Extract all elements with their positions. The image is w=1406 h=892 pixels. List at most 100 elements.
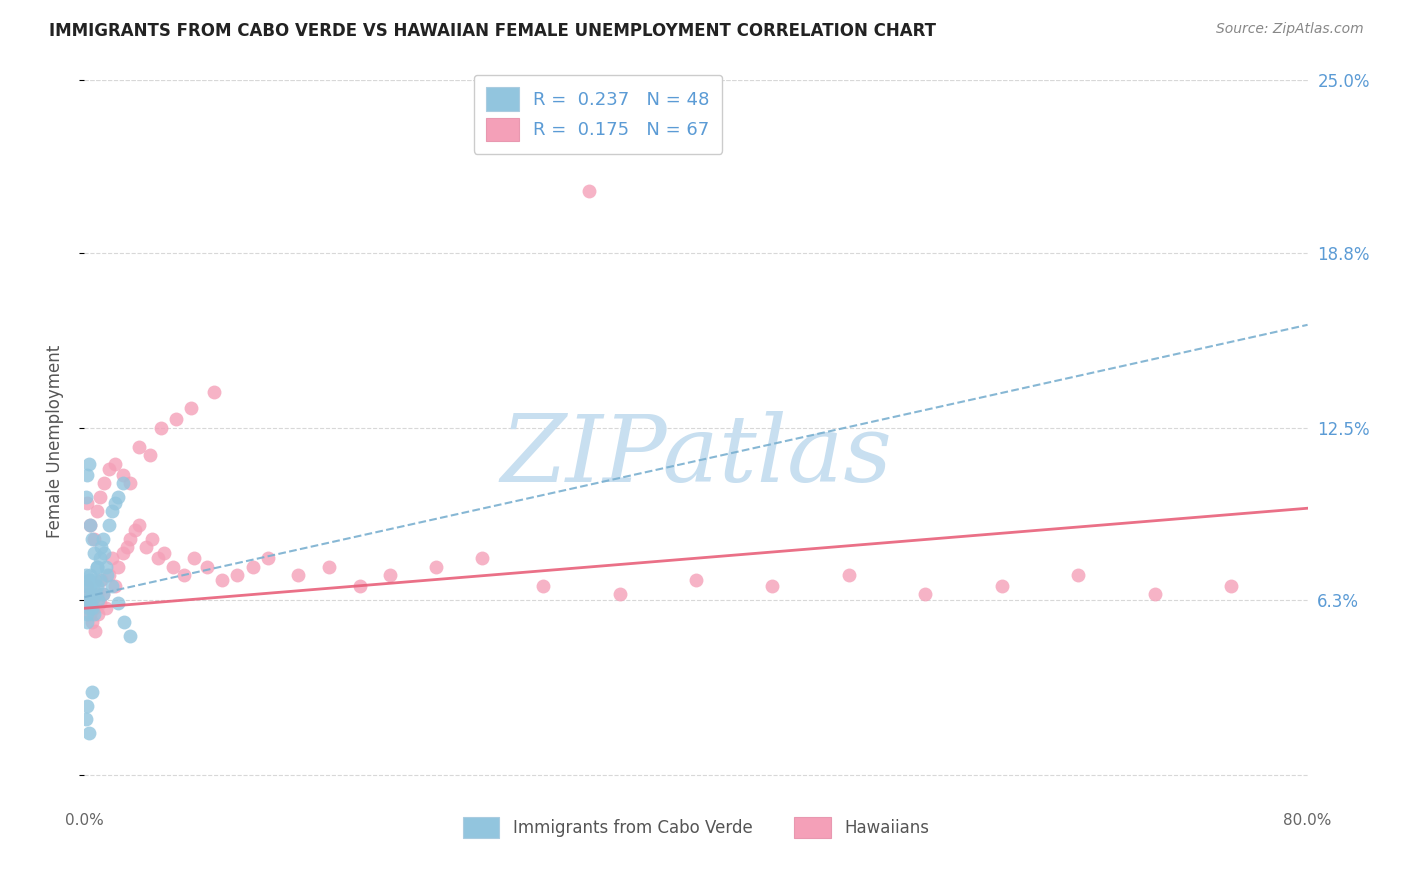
Point <box>112 615 135 630</box>
Point <box>120 476 142 491</box>
Point <box>211 574 233 588</box>
Point <box>80 684 103 698</box>
Point <box>94 601 117 615</box>
Point <box>89 551 111 566</box>
Text: ZIPatlas: ZIPatlas <box>501 411 891 501</box>
Point <box>107 596 129 610</box>
Point <box>80 615 103 630</box>
Point <box>83 546 105 560</box>
Point <box>287 568 309 582</box>
Point <box>83 601 105 615</box>
Point <box>83 590 105 604</box>
Text: IMMIGRANTS FROM CABO VERDE VS HAWAIIAN FEMALE UNEMPLOYMENT CORRELATION CHART: IMMIGRANTS FROM CABO VERDE VS HAWAIIAN F… <box>49 22 936 40</box>
Point <box>76 615 98 630</box>
Point <box>135 540 157 554</box>
Point <box>93 476 115 491</box>
Point <box>93 546 115 560</box>
Point <box>107 559 129 574</box>
Point <box>75 713 97 727</box>
Point <box>1220 579 1243 593</box>
Point <box>139 449 162 463</box>
Point <box>87 593 110 607</box>
Point <box>111 546 134 560</box>
Point <box>149 420 172 434</box>
Point <box>91 587 114 601</box>
Point <box>79 517 101 532</box>
Point <box>76 607 98 621</box>
Point <box>578 185 600 199</box>
Point <box>84 574 107 588</box>
Point <box>86 587 108 601</box>
Point <box>77 587 100 601</box>
Point <box>96 568 118 582</box>
Point <box>120 629 142 643</box>
Point <box>79 579 101 593</box>
Point <box>165 412 187 426</box>
Point <box>91 532 114 546</box>
Point <box>153 546 176 560</box>
Point <box>79 517 101 532</box>
Point <box>1143 587 1166 601</box>
Point <box>101 551 124 566</box>
Point <box>91 587 114 601</box>
Point <box>76 593 98 607</box>
Point <box>75 596 97 610</box>
Text: Source: ZipAtlas.com: Source: ZipAtlas.com <box>1216 22 1364 37</box>
Point <box>195 559 218 574</box>
Point <box>107 490 129 504</box>
Point <box>89 574 111 588</box>
Point <box>86 579 108 593</box>
Point <box>89 490 111 504</box>
Point <box>146 551 169 566</box>
Point <box>77 574 100 588</box>
Point <box>128 440 150 454</box>
Point <box>685 574 707 588</box>
Point <box>79 568 101 582</box>
Point <box>76 579 98 593</box>
Point <box>97 462 120 476</box>
Point <box>86 559 108 574</box>
Point <box>77 726 100 740</box>
Point <box>115 540 138 554</box>
Point <box>349 579 371 593</box>
Point <box>94 559 117 574</box>
Point <box>84 584 107 599</box>
Point <box>120 532 142 546</box>
Point <box>77 601 100 615</box>
Point <box>101 504 124 518</box>
Point <box>141 532 163 546</box>
Point <box>380 568 402 582</box>
Point <box>104 579 127 593</box>
Point <box>76 467 98 482</box>
Point <box>471 551 494 566</box>
Point <box>75 568 97 582</box>
Point <box>101 579 124 593</box>
Point <box>75 490 97 504</box>
Point <box>914 587 936 601</box>
Point <box>77 587 100 601</box>
Point <box>761 579 783 593</box>
Point <box>104 496 127 510</box>
Point <box>76 698 98 713</box>
Point <box>104 457 127 471</box>
Point <box>531 579 554 593</box>
Point <box>257 551 280 566</box>
Point <box>111 467 134 482</box>
Point <box>162 559 184 574</box>
Point <box>86 504 108 518</box>
Point <box>124 524 146 538</box>
Point <box>87 607 110 621</box>
Point <box>1067 568 1090 582</box>
Point <box>79 607 101 621</box>
Point <box>97 517 120 532</box>
Point <box>76 496 98 510</box>
Y-axis label: Female Unemployment: Female Unemployment <box>45 345 63 538</box>
Point <box>173 568 195 582</box>
Point <box>83 532 105 546</box>
Point <box>79 596 101 610</box>
Point <box>226 568 249 582</box>
Legend: R =  0.237   N = 48, R =  0.175   N = 67: R = 0.237 N = 48, R = 0.175 N = 67 <box>474 75 723 153</box>
Point <box>97 568 120 582</box>
Point <box>180 401 202 416</box>
Point <box>77 457 100 471</box>
